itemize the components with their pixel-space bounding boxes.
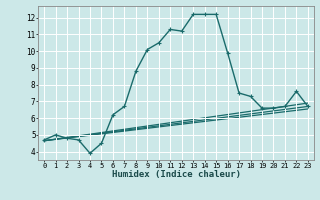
X-axis label: Humidex (Indice chaleur): Humidex (Indice chaleur) (111, 170, 241, 179)
